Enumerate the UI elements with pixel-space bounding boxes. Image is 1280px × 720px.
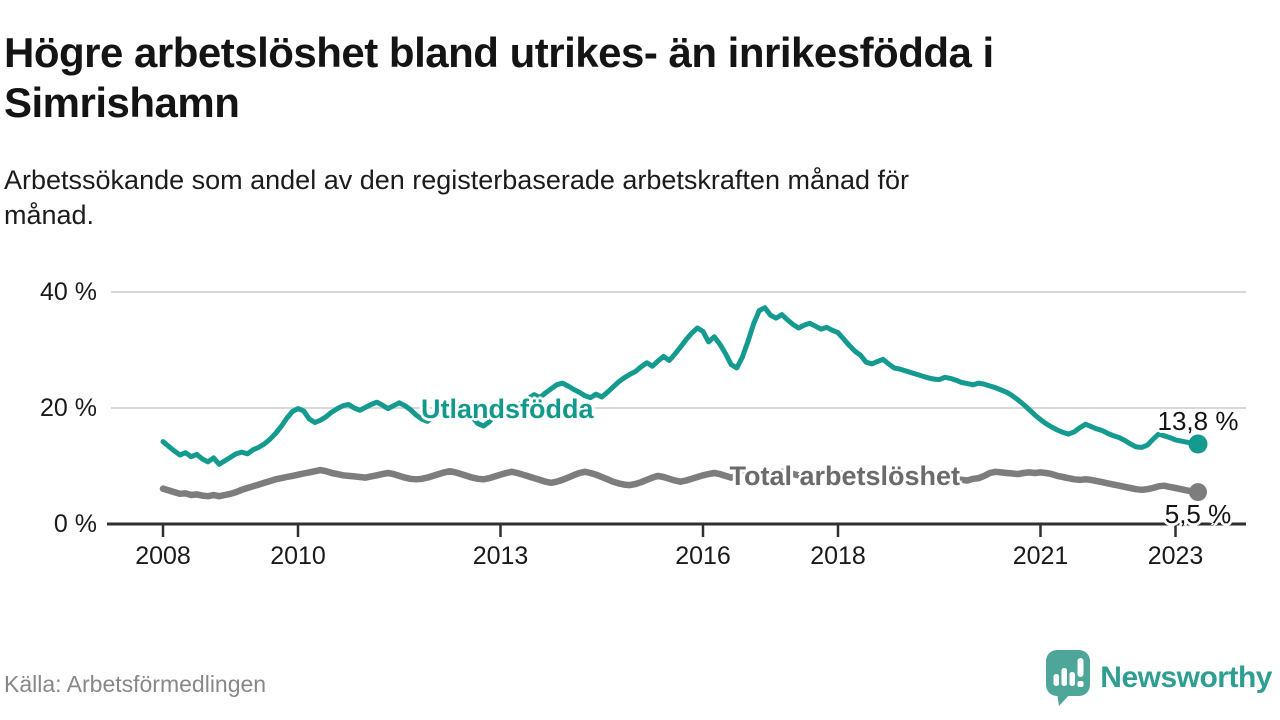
newsworthy-logo-icon (1046, 650, 1091, 706)
series-line-utlandsfodda (160, 305, 1201, 467)
endpoint-dot-utlandsfodda (1188, 434, 1208, 454)
source-note: Källa: Arbetsförmedlingen (4, 671, 267, 697)
chart-subtitle: Arbetssökande som andel av den registerb… (4, 165, 910, 230)
newsworthy-logo: Newsworthy (1045, 649, 1272, 707)
endpoint-dot-total (1189, 483, 1207, 502)
chart-title: Högre arbetslöshet bland utrikes- än inr… (4, 29, 994, 126)
series-line-total (159, 466, 1202, 500)
newsworthy-logo-text: Newsworthy (1100, 661, 1272, 694)
